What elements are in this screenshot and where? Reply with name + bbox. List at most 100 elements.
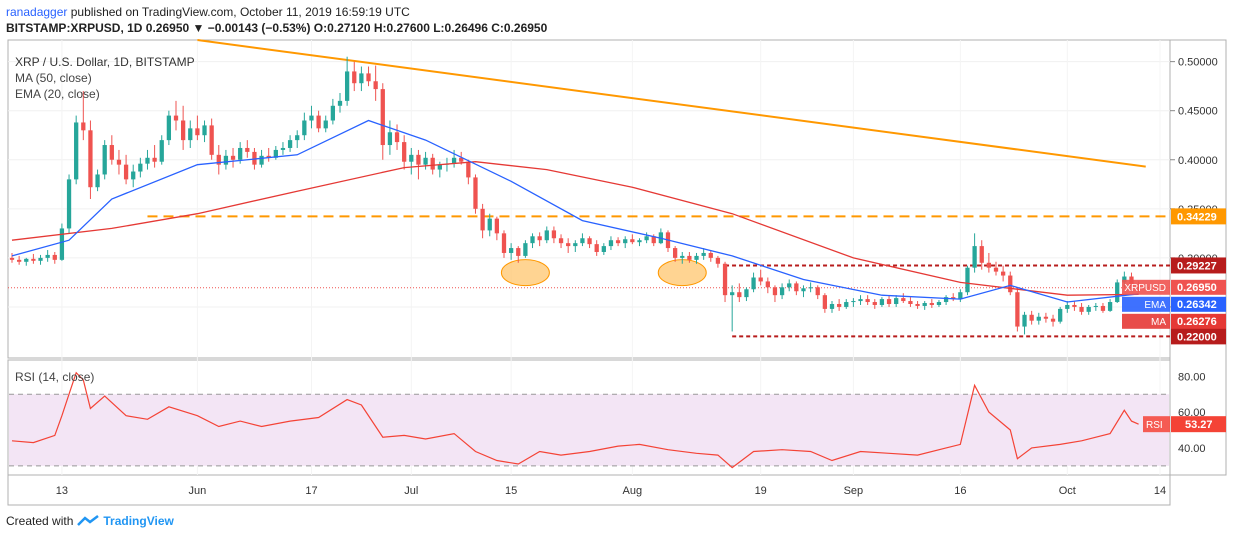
candle-up [744,289,749,298]
candle-down [1100,305,1106,311]
candle-up [879,299,885,305]
candle-up [66,179,72,229]
candle-up [238,147,243,160]
candle-down [109,145,114,160]
candle-down [865,299,870,303]
candle-down [566,243,571,247]
candle-up [423,157,428,165]
rsi-badge-name: RSI [1146,420,1163,431]
candle-down [872,302,877,305]
candle-up [409,154,414,162]
candle-down [216,154,221,165]
tradingview-brand-link[interactable]: TradingView [103,514,174,528]
level-badge-label: 0.22000 [1177,331,1217,343]
rsi-badge-value: 53.27 [1185,419,1213,431]
time-tick-label: 16 [954,485,966,497]
candle-up [1022,314,1027,327]
candle-up [1058,308,1063,322]
candle-up [523,243,528,256]
candle-up [858,299,863,302]
time-tick-label: 17 [305,485,317,497]
author-link[interactable]: ranadagger [6,5,68,19]
candle-down [180,120,186,141]
candle-up [544,230,549,241]
candle-up [280,147,286,150]
candle-up [1086,306,1091,312]
chart-header: ranadagger published on TradingView.com,… [6,4,1226,36]
candle-up [844,302,849,307]
candle-down [402,142,407,162]
price-badge-value: 0.26950 [1177,282,1217,294]
candle-up [530,236,535,244]
candle-down [366,73,371,82]
drawing-layer [8,39,1170,338]
time-tick-label: 13 [56,485,68,497]
rsi-badge-value-box [1171,416,1226,433]
candle-up [273,149,278,158]
publish-line: ranadagger published on TradingView.com,… [6,4,1226,20]
footer: Created with TradingView [6,514,174,528]
candle-down [480,208,485,231]
candle-up [694,255,699,260]
candle-down [708,252,713,258]
candle-up [801,288,806,292]
price-tick-label: 0.40000 [1178,155,1218,167]
candle-up [829,303,835,309]
candle-up [943,297,949,303]
candle-down [252,151,257,165]
time-axis[interactable] [7,474,1171,506]
candle-down [266,155,271,158]
candle-up [573,243,578,247]
candle-up [202,125,207,136]
candle-down [929,303,934,305]
candle-up [138,163,143,172]
rsi-line [11,371,1139,469]
price-badges: 0.34229 0.29227 0.22000 XRPUSD 0.26950 EMA 0.2… [1122,208,1226,345]
ema-line [11,119,1139,303]
price-badge-name: MA [1151,317,1166,328]
price-badge-name-box [1122,279,1170,295]
candle-down [1072,304,1077,307]
time-tick-label: Jun [189,485,207,497]
price-badge-value-box [1171,279,1226,295]
candle-up [1122,276,1127,283]
candle-down [1043,316,1049,319]
candle-down [380,89,385,146]
candle-down [993,267,999,272]
candle-down [1029,314,1034,321]
level-badge [1171,257,1226,274]
candle-up [779,287,785,296]
resistance-badge [1171,208,1226,225]
candle-down [352,71,357,84]
candle-down [986,262,992,268]
candle-up [131,171,136,180]
candle-up [287,140,293,148]
candle-up [95,174,100,188]
candle-up [159,140,164,162]
candle-down [615,240,621,244]
candle-up [102,145,107,175]
candle-up [59,228,65,260]
candle-down [836,303,842,307]
chart-legend: XRP / U.S. Dollar, 1D, BITSTAMP MA (50, … [15,55,195,384]
legend-rsi: RSI (14, close) [15,370,94,384]
candle-up [145,157,150,164]
candle-down [31,258,36,261]
created-with-label: Created with [6,514,74,528]
candle-down [822,295,828,309]
time-tick-label: Oct [1059,485,1076,497]
candle-down [772,287,778,296]
candle-up [1093,305,1098,307]
candle-up [851,301,856,303]
candle-up [644,236,649,241]
price-badge-value-box [1171,296,1226,312]
rsi-band [9,394,1169,466]
candle-up [1107,302,1113,311]
level-badge [1171,328,1226,345]
rsi-tick-label: 60.00 [1178,407,1206,419]
candle-up [259,155,264,165]
price-tick-label: 0.45000 [1178,106,1218,118]
candle-up [1036,316,1041,321]
candle-down [373,81,378,90]
